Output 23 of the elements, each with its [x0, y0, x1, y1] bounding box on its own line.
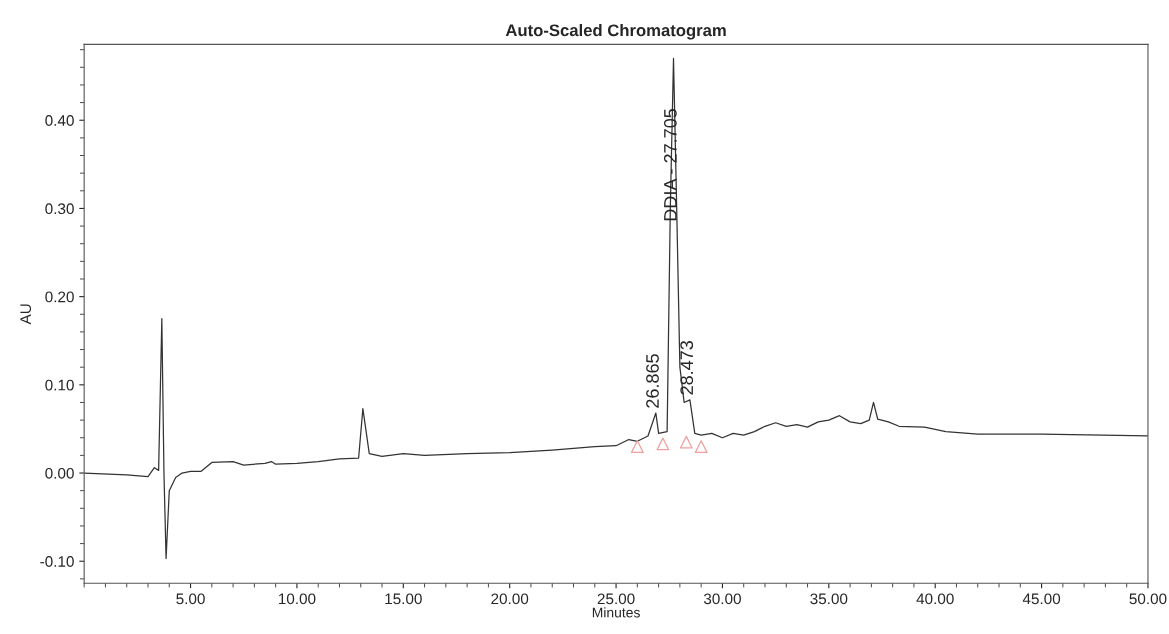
y-tick-label: 0.00: [45, 467, 74, 479]
y-tick-label: -0.10: [40, 556, 74, 567]
chart-title: Auto-Scaled Chromatogram: [505, 23, 726, 40]
x-tick-label: 40.00: [916, 593, 954, 605]
x-tick-label: 5.00: [176, 593, 205, 605]
line-series: [84, 57, 1148, 560]
x-tick-label: 50.00: [1129, 593, 1167, 605]
annotation: 28.473: [680, 340, 694, 395]
x-tick-label: 45.00: [1022, 593, 1061, 605]
y-axis-title: AU: [20, 304, 32, 325]
y-tick-label: 0.40: [45, 115, 74, 126]
annotation: 26.865: [646, 354, 659, 408]
y-tick-label: 0.30: [45, 203, 74, 215]
y-tick-label: 0.10: [45, 379, 74, 391]
x-tick-label: 25.00: [597, 593, 635, 605]
y-tick-label: 0.20: [45, 291, 74, 303]
x-tick-label: 30.00: [703, 593, 741, 605]
x-tick-label: 10.00: [278, 593, 316, 605]
x-tick-label: 35.00: [810, 593, 848, 605]
x-tick-label: 15.00: [385, 593, 422, 605]
x-tick-label: 20.00: [491, 593, 529, 605]
annotation: DDIA - 27.705: [663, 109, 677, 221]
x-axis-title: Minutes: [592, 607, 640, 618]
